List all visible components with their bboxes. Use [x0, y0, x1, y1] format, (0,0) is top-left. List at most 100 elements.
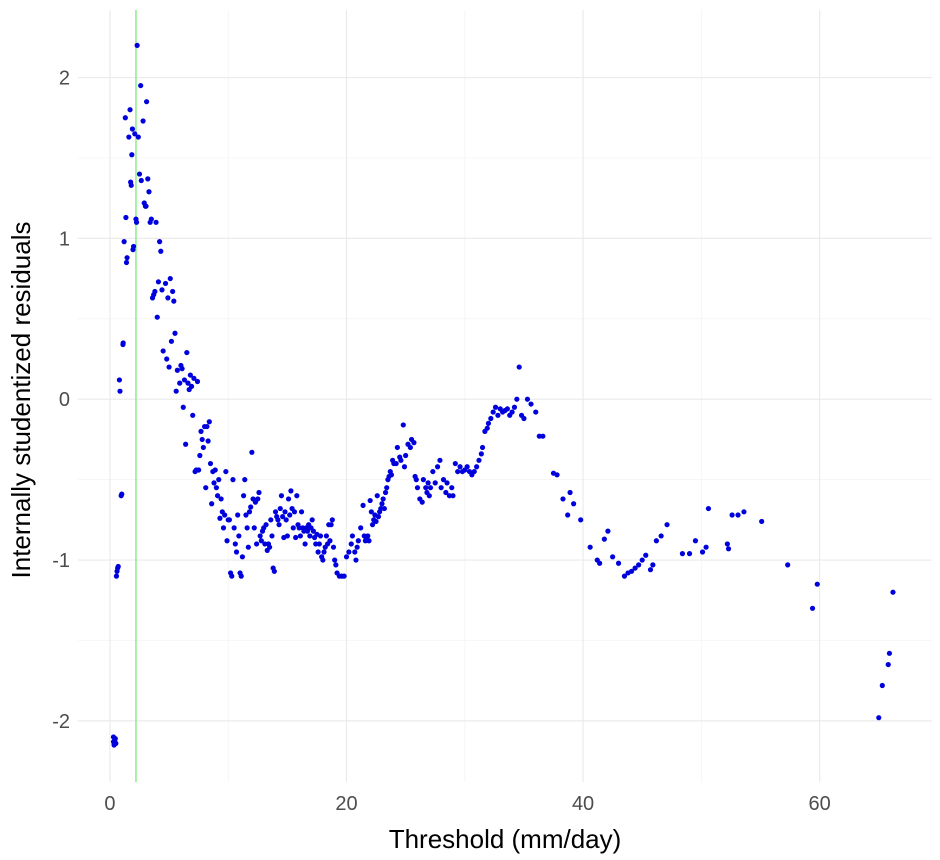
- data-point: [380, 496, 386, 502]
- data-point: [355, 538, 361, 544]
- data-point: [122, 115, 128, 121]
- data-point: [400, 422, 406, 428]
- data-point: [348, 541, 354, 547]
- data-point: [735, 512, 741, 518]
- data-point: [741, 509, 747, 515]
- data-point: [235, 512, 241, 518]
- data-point: [398, 457, 404, 463]
- data-point: [160, 348, 166, 354]
- data-point: [269, 533, 275, 539]
- data-point: [218, 496, 224, 502]
- data-point: [242, 477, 248, 483]
- data-point: [374, 493, 380, 499]
- x-tick-label: 40: [572, 793, 594, 815]
- data-point: [394, 444, 400, 451]
- data-point: [257, 533, 263, 539]
- data-point: [277, 505, 283, 512]
- data-point: [407, 444, 413, 451]
- data-point: [140, 118, 146, 124]
- data-point: [152, 288, 158, 295]
- data-point: [239, 554, 246, 560]
- data-point: [113, 740, 119, 747]
- data-point: [283, 517, 289, 523]
- x-axis-title: Threshold (mm/day): [389, 824, 622, 854]
- data-point: [597, 560, 603, 566]
- data-point: [658, 533, 664, 539]
- data-point: [197, 452, 203, 459]
- data-point: [220, 525, 227, 531]
- data-point: [327, 538, 333, 544]
- data-point: [419, 499, 425, 505]
- data-point: [290, 525, 296, 531]
- data-point: [204, 423, 210, 430]
- data-point: [471, 468, 477, 475]
- data-point: [248, 504, 254, 510]
- data-point: [293, 534, 299, 541]
- data-point: [341, 573, 347, 579]
- data-point: [123, 214, 129, 221]
- data-point: [449, 485, 455, 491]
- data-point: [213, 485, 219, 491]
- data-point: [174, 367, 180, 373]
- data-point: [254, 541, 260, 547]
- data-point: [724, 541, 730, 547]
- data-point: [621, 573, 628, 579]
- data-point: [464, 464, 470, 470]
- data-point: [366, 538, 372, 544]
- data-point: [729, 512, 735, 518]
- data-point: [381, 505, 387, 512]
- data-point: [601, 536, 607, 542]
- data-point: [143, 203, 149, 209]
- data-point: [185, 380, 191, 386]
- data-point: [315, 549, 321, 555]
- data-point: [785, 562, 791, 568]
- data-point: [128, 182, 134, 188]
- data-point: [133, 219, 140, 225]
- data-point: [521, 415, 527, 422]
- data-point: [119, 491, 125, 497]
- data-point: [316, 541, 322, 547]
- data-point: [172, 330, 178, 336]
- data-point: [245, 544, 251, 550]
- data-point: [200, 444, 206, 451]
- data-point: [112, 735, 118, 742]
- data-point: [206, 419, 212, 425]
- data-point: [403, 452, 409, 459]
- data-point: [171, 298, 177, 304]
- data-point: [365, 533, 371, 539]
- data-point: [478, 451, 484, 457]
- data-point: [148, 216, 154, 222]
- data-point: [427, 485, 434, 491]
- data-point: [304, 528, 311, 534]
- data-point: [560, 496, 566, 502]
- data-point: [490, 409, 496, 415]
- data-point: [610, 554, 616, 560]
- data-point: [423, 485, 429, 491]
- data-point: [214, 493, 221, 499]
- data-point: [211, 480, 217, 486]
- data-point: [814, 581, 820, 587]
- data-point: [438, 485, 444, 491]
- data-point: [876, 715, 882, 721]
- data-point: [224, 538, 230, 544]
- data-point: [116, 377, 122, 383]
- data-point: [426, 493, 432, 499]
- data-point: [159, 287, 165, 293]
- data-point: [258, 538, 264, 544]
- data-point: [430, 468, 436, 475]
- data-point: [166, 364, 172, 370]
- data-point: [485, 420, 492, 426]
- data-point: [155, 279, 162, 285]
- data-point: [346, 549, 352, 555]
- data-point: [209, 501, 215, 507]
- data-point: [330, 544, 337, 550]
- data-point: [382, 489, 389, 496]
- data-point: [437, 457, 443, 463]
- data-point: [440, 477, 447, 483]
- data-point: [703, 544, 709, 550]
- data-point: [251, 525, 257, 531]
- data-point: [217, 515, 223, 521]
- data-point: [578, 517, 584, 523]
- data-point: [509, 409, 515, 415]
- data-point: [309, 517, 315, 523]
